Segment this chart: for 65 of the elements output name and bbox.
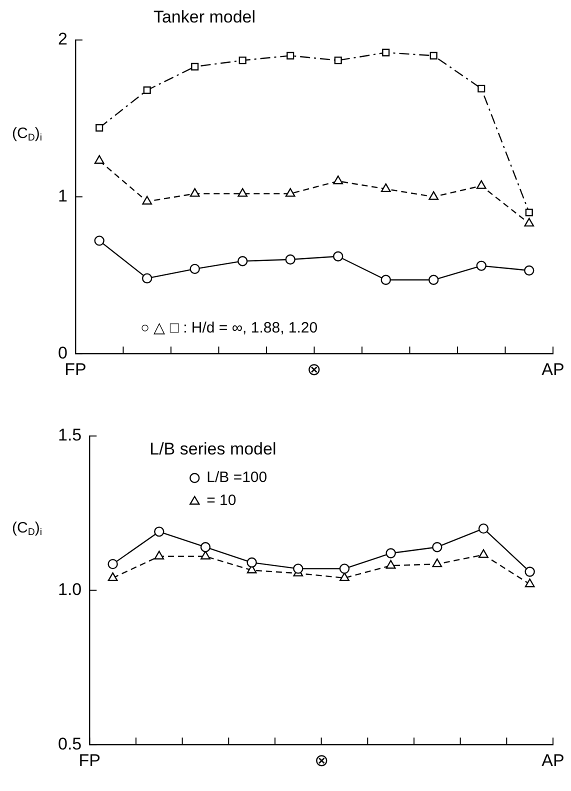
point: [432, 542, 442, 552]
point: [386, 548, 396, 558]
text: AP: [542, 360, 564, 379]
point: [142, 273, 152, 284]
point: [380, 274, 391, 286]
y-tick-label: 1: [58, 186, 68, 206]
point: [285, 188, 296, 197]
point: [108, 572, 118, 582]
text: ⊗: [314, 750, 328, 770]
point: [428, 191, 439, 200]
point: [334, 56, 342, 64]
point: [200, 550, 210, 560]
point: [432, 558, 442, 568]
point: [340, 572, 350, 582]
legend-label: = 10: [206, 492, 236, 510]
point: [524, 265, 534, 276]
y-tick-label: 1.5: [58, 426, 82, 445]
point: [238, 188, 248, 197]
point: [524, 566, 535, 577]
y-tick-label: 2: [58, 30, 68, 49]
point: [200, 542, 211, 552]
point: [246, 557, 257, 568]
point: [94, 236, 104, 246]
point: [524, 218, 534, 227]
y-tick-label: 1.0: [58, 580, 82, 599]
text: FP: [78, 750, 100, 770]
point: [108, 558, 118, 570]
point: [154, 550, 164, 560]
point: [478, 523, 489, 534]
annotation: ○ △ □ : H/d = ∞, 1.88, 1.20: [140, 320, 318, 337]
point: [285, 254, 296, 265]
point: [94, 155, 104, 164]
text: AP: [542, 750, 564, 770]
point: [286, 52, 294, 60]
point: [476, 180, 486, 189]
point: [525, 208, 533, 216]
legend-label: L/B =100: [206, 469, 268, 486]
point: [382, 48, 390, 56]
point: [191, 62, 199, 70]
point: [476, 260, 486, 271]
chart-title: L/B series model: [150, 440, 276, 459]
y-tick-label: 0.5: [58, 734, 82, 754]
point: [524, 578, 535, 588]
point: [237, 256, 248, 266]
chart-title: Tanker model: [153, 8, 256, 27]
point: [238, 56, 246, 64]
text: ⊗: [307, 360, 322, 379]
point: [428, 274, 439, 286]
point: [154, 526, 164, 537]
text: FP: [64, 360, 86, 379]
point: [96, 124, 104, 132]
point: [430, 52, 438, 60]
point: [293, 564, 304, 574]
y-tick-label: 0: [58, 343, 68, 362]
point: [478, 84, 486, 92]
point: [142, 196, 152, 205]
point: [386, 560, 396, 569]
point: [339, 564, 350, 574]
point: [333, 176, 344, 184]
point: [190, 188, 200, 197]
point: [478, 549, 488, 558]
point: [143, 86, 151, 94]
point: [190, 264, 200, 274]
point: [333, 251, 344, 262]
point: [380, 183, 391, 192]
